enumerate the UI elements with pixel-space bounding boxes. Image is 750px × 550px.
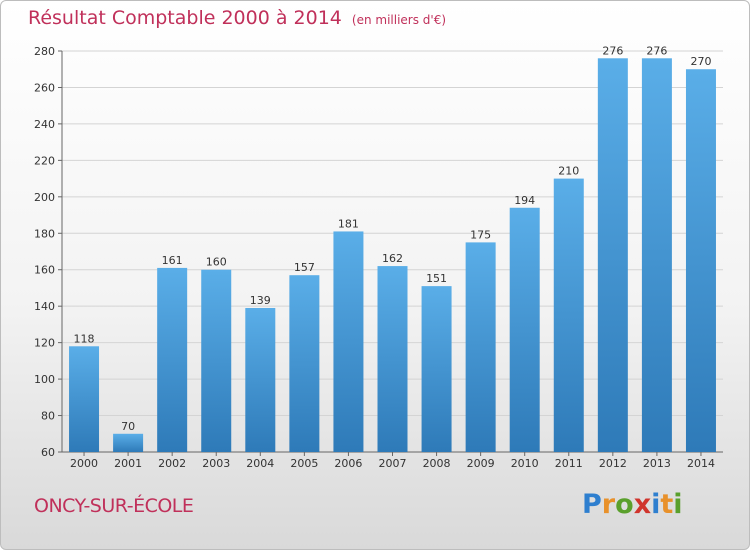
y-tick-label: 200 (34, 191, 55, 204)
value-label-2004: 139 (250, 294, 271, 307)
bar-2012 (597, 58, 628, 453)
bar-2006 (333, 231, 364, 452)
y-tick-label: 160 (34, 264, 55, 277)
value-label-2013: 276 (646, 44, 667, 57)
value-label-2010: 194 (514, 194, 535, 207)
x-tick-label-2006: 2006 (334, 457, 362, 470)
x-tick-label-2003: 2003 (202, 457, 230, 470)
y-tick-label: 60 (41, 446, 55, 459)
bar-2014 (685, 69, 716, 453)
chart-title: Résultat Comptable 2000 à 2014 (en millie… (28, 7, 446, 29)
bar-2002 (157, 267, 188, 452)
logo-letter: i (651, 489, 661, 520)
x-tick-label-2011: 2011 (555, 457, 583, 470)
bar-2001 (113, 433, 144, 452)
value-label-2003: 160 (206, 256, 227, 269)
bar-2004 (245, 308, 276, 452)
logo-letter: x (633, 489, 652, 520)
value-label-2001: 70 (121, 420, 135, 433)
value-label-2007: 162 (382, 252, 403, 265)
y-tick-label: 120 (34, 337, 55, 350)
y-tick-label: 220 (34, 154, 55, 167)
y-tick-label: 240 (34, 118, 55, 131)
value-label-2012: 276 (602, 44, 623, 57)
x-tick-label-2013: 2013 (643, 457, 671, 470)
chart-subtitle: (en milliers d'€) (351, 13, 447, 27)
x-tick-labels: 2000 2001 2002 2003 2004 2005 2006 2007 2008 2009… (70, 457, 715, 470)
value-labels: 118 70 161 160 139 157 181 162 151 175 194 210 276 27… (74, 44, 712, 432)
proxiti-logo: Proxiti (582, 489, 683, 520)
x-tick-label-2012: 2012 (599, 457, 627, 470)
x-tick-label-2010: 2010 (511, 457, 539, 470)
y-tick-label: 100 (34, 373, 55, 386)
x-tick-label-2005: 2005 (290, 457, 318, 470)
y-tick-label: 80 (41, 410, 55, 423)
x-tick-label-2007: 2007 (379, 457, 407, 470)
value-label-2002: 161 (162, 254, 183, 267)
bar-2011 (553, 178, 584, 452)
x-tick-label-2001: 2001 (114, 457, 142, 470)
x-tick-label-2009: 2009 (467, 457, 495, 470)
y-tick-label: 280 (34, 45, 55, 58)
value-label-2000: 118 (74, 332, 95, 345)
bar-2007 (377, 266, 408, 452)
city-name: ONCY-SUR-ÉCOLE (34, 495, 194, 517)
x-tick-label-2004: 2004 (246, 457, 274, 470)
x-tick-label-2014: 2014 (687, 457, 715, 470)
logo-letter: t (660, 489, 674, 520)
logo-letter: i (673, 489, 683, 520)
logo-letter: o (615, 489, 634, 520)
value-label-2005: 157 (294, 261, 315, 274)
x-tick-label-2000: 2000 (70, 457, 98, 470)
value-label-2006: 181 (338, 217, 359, 230)
bars (69, 58, 716, 453)
value-label-2009: 175 (470, 228, 491, 241)
x-tick-label-2008: 2008 (423, 457, 451, 470)
logo-letter: r (601, 489, 616, 520)
bar-2009 (465, 242, 496, 452)
bar-2000 (69, 346, 100, 452)
y-tick-labels: 60 80 100 120 140 160 180 200 220 240 260 280 (34, 45, 55, 459)
value-label-2014: 270 (690, 55, 711, 68)
bar-2010 (509, 207, 540, 452)
x-tick-label-2002: 2002 (158, 457, 186, 470)
y-tick-label: 180 (34, 227, 55, 240)
value-label-2011: 210 (558, 165, 579, 178)
y-tick-label: 260 (34, 81, 55, 94)
bar-2013 (641, 58, 672, 453)
bar-2003 (201, 269, 232, 452)
bar-2005 (289, 275, 320, 452)
logo-letter: P (582, 489, 602, 520)
y-tick-label: 140 (34, 300, 55, 313)
bar-2008 (421, 286, 452, 452)
value-label-2008: 151 (426, 272, 447, 285)
chart-title-text: Résultat Comptable 2000 à 2014 (28, 7, 342, 29)
